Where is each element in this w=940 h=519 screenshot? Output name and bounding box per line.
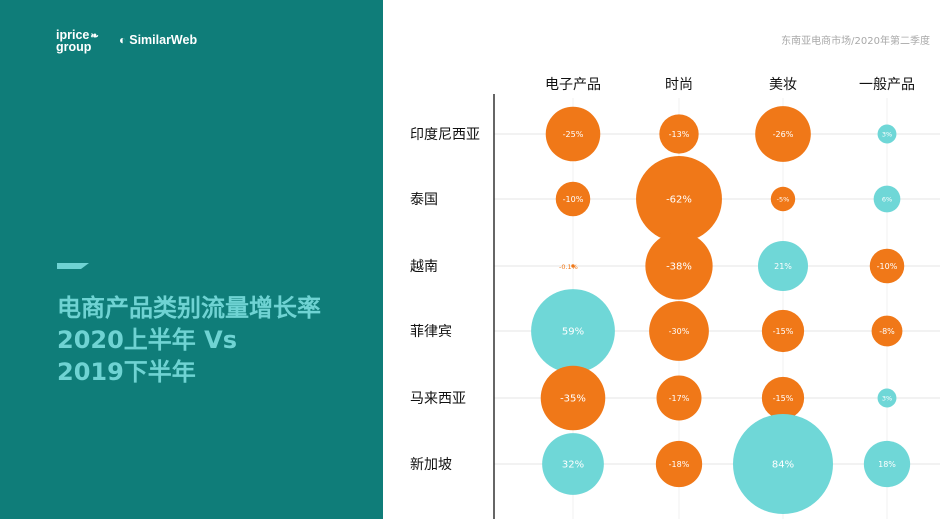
page-title-line2: 2020上半年 Vs xyxy=(57,326,238,354)
bubble-label: 32% xyxy=(562,460,584,471)
bubble xyxy=(636,156,722,242)
bubble xyxy=(877,124,897,144)
bubble-label: -38% xyxy=(666,262,692,273)
similarweb-icon: ◐ xyxy=(119,33,127,47)
page-title-line3: 2019下半年 xyxy=(57,358,196,386)
column-label: 时尚 xyxy=(665,77,693,93)
bubble xyxy=(540,365,606,431)
bubble-label: -18% xyxy=(669,460,690,469)
bubble xyxy=(659,114,699,154)
row-label: 新加坡 xyxy=(410,457,452,473)
bubble-label: 3% xyxy=(882,394,892,402)
bubble-label: 59% xyxy=(562,327,584,338)
bubble-label: -5% xyxy=(777,195,790,203)
bubble xyxy=(656,375,702,421)
bubble-label: -26% xyxy=(773,130,794,139)
bubble xyxy=(531,289,615,373)
bubble xyxy=(649,301,709,361)
bubble xyxy=(869,248,905,284)
row-label: 菲律宾 xyxy=(410,324,452,340)
bubble xyxy=(770,186,796,212)
iprice-logo-line1: iprice xyxy=(56,28,90,42)
iprice-logo-line2: group xyxy=(56,40,92,54)
column-label: 电子产品 xyxy=(545,77,601,93)
bubble xyxy=(655,440,703,488)
bubble-label: -30% xyxy=(669,327,690,336)
bubble xyxy=(761,309,805,353)
column-label: 一般产品 xyxy=(859,77,915,93)
bubble-label: -17% xyxy=(669,394,690,403)
bubble-label: 21% xyxy=(774,262,792,271)
bubble xyxy=(545,106,601,162)
bubble xyxy=(863,440,911,488)
accent-bar xyxy=(57,263,89,269)
bubble xyxy=(761,376,805,420)
bubble-label: -25% xyxy=(563,130,584,139)
bubble xyxy=(877,388,897,408)
title-panel: iprice❧ group ◐ SimilarWeb 电商产品类别流量增长率 2… xyxy=(0,0,383,519)
bubble-label: -0.1% xyxy=(559,263,578,271)
bubble xyxy=(571,264,575,268)
bubble xyxy=(542,433,604,495)
bubble-label: -62% xyxy=(666,195,692,206)
row-label: 马来西亚 xyxy=(410,391,466,407)
bubble-label: -15% xyxy=(773,327,794,336)
bubble xyxy=(645,232,713,300)
bubble-label: -8% xyxy=(879,327,895,336)
bubble-label: 84% xyxy=(772,460,794,471)
row-label: 越南 xyxy=(410,259,438,275)
page-title-line1: 电商产品类别流量增长率 xyxy=(57,294,321,322)
column-label: 美妆 xyxy=(769,77,797,93)
page-subtitle: 东南亚电商市场/2020年第二季度 xyxy=(781,36,930,47)
bubble-label: -10% xyxy=(877,262,898,271)
bubble-label: 6% xyxy=(882,195,892,203)
bubble xyxy=(555,181,591,217)
bubble xyxy=(871,315,903,347)
bubble-label: -35% xyxy=(560,394,586,405)
bubble xyxy=(758,241,808,291)
bubble xyxy=(733,414,833,514)
bubble xyxy=(755,106,811,162)
leaf-icon: ❧ xyxy=(90,31,99,42)
row-label: 泰国 xyxy=(410,192,438,208)
iprice-logo: iprice❧ group xyxy=(56,28,106,54)
similarweb-logo-text: SimilarWeb xyxy=(129,33,198,47)
bubble-label: 18% xyxy=(878,460,896,469)
bubble-label: -15% xyxy=(773,394,794,403)
bubble-label: -10% xyxy=(563,195,584,204)
row-label: 印度尼西亚 xyxy=(410,127,480,143)
bubble-label: -13% xyxy=(669,130,690,139)
bubble xyxy=(873,185,901,213)
bubble-label: 3% xyxy=(882,130,892,138)
similarweb-logo: ◐ SimilarWeb xyxy=(119,33,197,47)
